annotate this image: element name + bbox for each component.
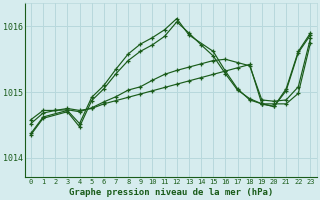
- X-axis label: Graphe pression niveau de la mer (hPa): Graphe pression niveau de la mer (hPa): [68, 188, 273, 197]
